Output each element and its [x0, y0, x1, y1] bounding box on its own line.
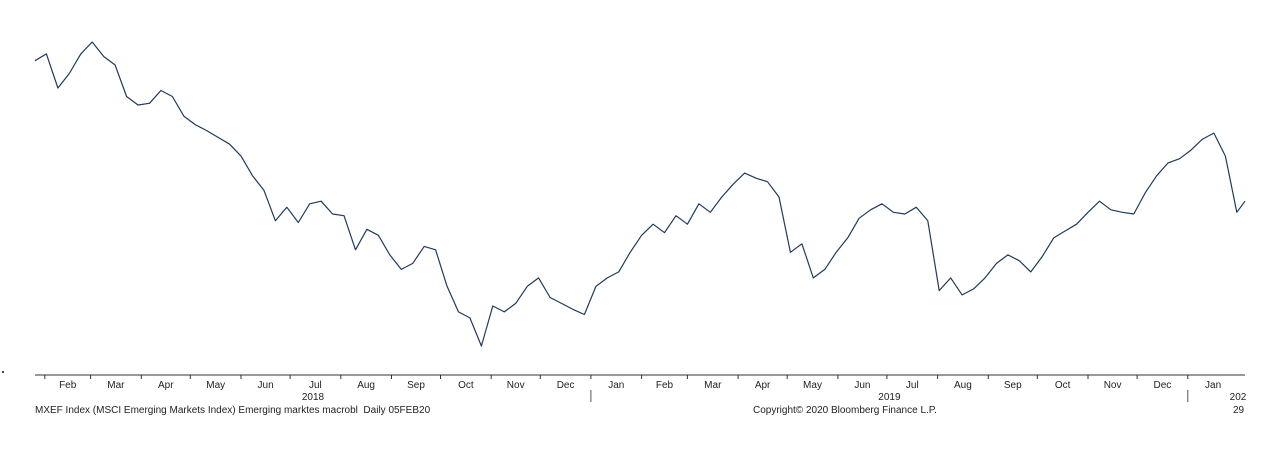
x-tick-label: Aug	[954, 380, 972, 391]
axis-corner-marker	[2, 371, 4, 373]
x-tick-label: Aug	[357, 380, 375, 391]
x-tick-label: Jan	[608, 380, 624, 391]
plot-area	[34, 41, 1246, 347]
x-tick-label: Nov	[507, 380, 525, 391]
x-tick-label: Jun	[854, 380, 870, 391]
x-tick-label: Oct	[1055, 380, 1071, 391]
x-tick-label: May	[803, 380, 822, 391]
x-tick-label: Jul	[906, 380, 919, 391]
x-tick-label: Oct	[458, 380, 474, 391]
x-tick-label: Jun	[258, 380, 274, 391]
x-axis: Feb Mar Apr May Jun Jul Aug Sep Oct Nov Dec Jan Feb M…	[2, 371, 1247, 403]
x-tick-label: Jul	[309, 380, 322, 391]
x-tick-label: May	[206, 380, 225, 391]
x-tick-label: Mar	[107, 380, 125, 391]
x-tick-label: Mar	[704, 380, 722, 391]
series-line	[34, 41, 1246, 347]
x-tick-label: Sep	[407, 380, 425, 391]
year-label: 202	[1230, 392, 1247, 403]
x-tick-label: Feb	[59, 380, 77, 391]
x-tick-label: Apr	[755, 380, 771, 391]
x-tick-label: Feb	[656, 380, 674, 391]
footer-page-number: 29	[1233, 405, 1245, 416]
year-label: 2019	[878, 392, 901, 403]
year-label: 2018	[302, 392, 325, 403]
footer-index-label: MXEF Index (MSCI Emerging Markets Index)…	[35, 405, 431, 416]
x-tick-label: Jan	[1205, 380, 1221, 391]
x-tick-label: Apr	[158, 380, 174, 391]
x-tick-label: Sep	[1004, 380, 1022, 391]
x-tick-label: Dec	[557, 380, 575, 391]
x-tick-label: Nov	[1104, 380, 1122, 391]
footer-copyright: Copyright© 2020 Bloomberg Finance L.P.	[753, 405, 937, 416]
x-tick-label: Dec	[1154, 380, 1172, 391]
